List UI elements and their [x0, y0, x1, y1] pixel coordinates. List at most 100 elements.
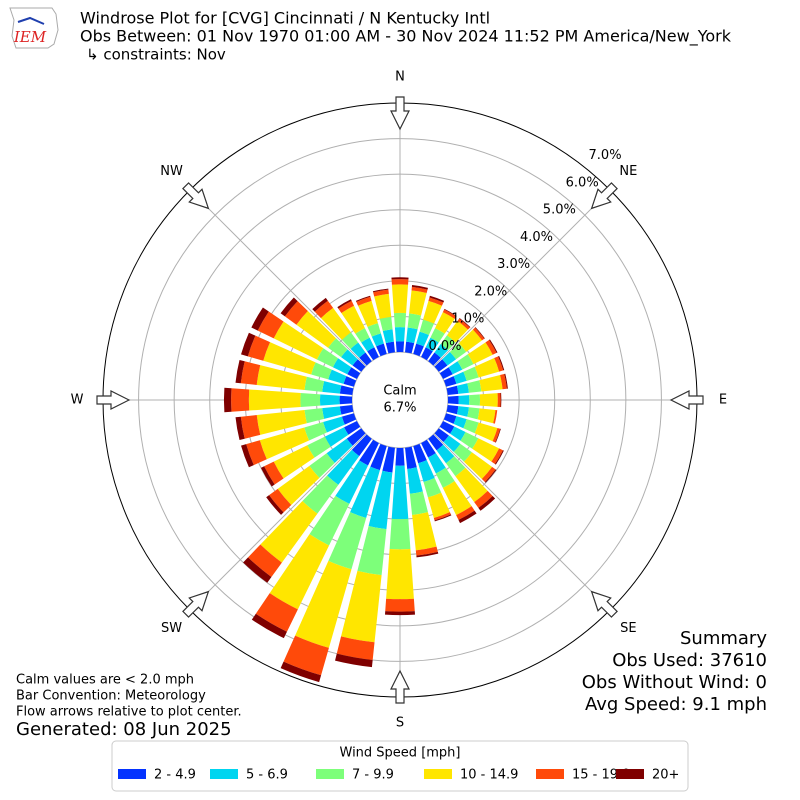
polar-plot: Calm 6.7% 0.0% 1.0% 2.0% 3.0% 4.0% 5.0% 6.0% 7.0%…: [71, 70, 728, 731]
bar-segment: [259, 427, 310, 460]
bar-segment: [427, 492, 450, 518]
bar-segment: [341, 570, 382, 643]
bar-segment: [241, 444, 254, 468]
bar-segment: [489, 339, 498, 353]
bar-segment: [458, 329, 482, 352]
bar-segment: [307, 436, 331, 458]
bar-segment: [351, 434, 372, 457]
bar-segment: [434, 343, 449, 358]
grid-ring: [138, 138, 662, 662]
bar-segment: [341, 413, 357, 425]
bar-segment: [361, 337, 375, 352]
bar-segment: [442, 309, 457, 319]
bar-segment: [467, 407, 480, 420]
bar-segment: [428, 297, 444, 306]
bar-segment: [367, 347, 379, 361]
bar-segment: [442, 351, 457, 366]
bar-segment: [311, 362, 332, 380]
bar-segment: [251, 307, 269, 331]
bar-segment: [439, 421, 455, 434]
bar-segment: [442, 481, 472, 516]
bar-segment: [450, 426, 466, 441]
legend-swatch: [316, 769, 344, 779]
bar-segment: [382, 329, 394, 344]
bar-segment: [478, 495, 496, 511]
bar-segment: [240, 361, 261, 385]
bar-segment: [443, 413, 457, 424]
bar-segment: [391, 277, 409, 280]
bar-segment: [484, 469, 497, 483]
bar-segment: [458, 510, 477, 524]
bar-segment: [481, 466, 496, 483]
bar-segment: [280, 297, 298, 317]
spoke-line: [433, 433, 611, 611]
flow-arrow: [182, 590, 210, 618]
legend-label: 15 - 19.9: [572, 768, 630, 783]
bar-segment: [409, 491, 428, 515]
bar-segment: [419, 319, 434, 336]
bar-segment: [385, 598, 415, 612]
flow-arrow-shape: [590, 182, 618, 210]
bar-segment: [304, 376, 325, 392]
bar-segment: [344, 421, 361, 435]
spoke-line: [433, 189, 611, 367]
bar-segment: [411, 285, 428, 290]
bar-segment: [479, 375, 503, 392]
subtitle: Obs Between: 01 Nov 1970 01:00 AM - 30 N…: [80, 27, 732, 47]
legend-title: Wind Speed [mph]: [340, 746, 461, 761]
compass-label: SW: [161, 621, 182, 636]
logo-text: IEM: [13, 28, 47, 46]
flow-arrow-shape: [182, 182, 210, 210]
bar-segment: [463, 366, 479, 381]
bar-segment: [296, 311, 337, 348]
bar-segment: [407, 467, 423, 494]
bar-segment: [338, 300, 355, 314]
bar-segment: [326, 438, 353, 463]
bar-segment: [395, 447, 405, 466]
bar-segment: [394, 327, 406, 342]
legend: 2 - 4.9 5 - 6.9 7 - 9.9 10 - 14.9 15 - 19.9 2…: [118, 768, 679, 783]
bar-segment: [428, 453, 446, 474]
bar-segment: [409, 290, 427, 316]
bar-segment: [448, 361, 463, 375]
bar-segment: [456, 406, 469, 417]
bar-segment: [423, 300, 442, 324]
bar-segment: [391, 279, 409, 285]
spoke-line: [189, 189, 367, 367]
bar-segment: [300, 393, 321, 407]
flow-arrow: [390, 669, 410, 704]
bar-segment: [320, 307, 351, 340]
bar-segment: [495, 428, 501, 443]
calm-label: Calm: [383, 384, 416, 399]
bar-segment: [347, 367, 361, 379]
bar-segment: [474, 327, 485, 339]
bar-segment: [359, 352, 372, 366]
bar-segment: [374, 293, 392, 319]
bar-segment: [418, 460, 435, 483]
grid-ring: [173, 173, 627, 627]
compass-label: E: [719, 393, 727, 408]
bar-segment: [357, 525, 387, 576]
bar-segment: [269, 534, 330, 610]
flow-arrow: [390, 96, 410, 131]
bar-segment: [405, 446, 417, 469]
bar-segment: [280, 661, 322, 683]
bar-segment: [447, 320, 468, 343]
flow-arrow: [96, 390, 131, 410]
bar-segment: [413, 343, 424, 357]
bar-segment: [446, 405, 459, 415]
flow-arrow-shape: [590, 590, 618, 618]
flow-arrow: [590, 182, 618, 210]
bar-segment: [355, 328, 370, 343]
constraints: ↳ constraints: Nov: [86, 46, 226, 64]
bar-segment: [243, 557, 272, 583]
bar-segment: [421, 439, 436, 458]
legend-label: 2 - 4.9: [154, 768, 196, 783]
bar-segment: [434, 359, 448, 372]
legend-label: 10 - 14.9: [460, 768, 518, 783]
bar-segment: [359, 439, 379, 466]
bar-segment: [251, 613, 287, 639]
bar-segment: [346, 428, 366, 446]
flow-arrow-shape: [390, 669, 410, 704]
